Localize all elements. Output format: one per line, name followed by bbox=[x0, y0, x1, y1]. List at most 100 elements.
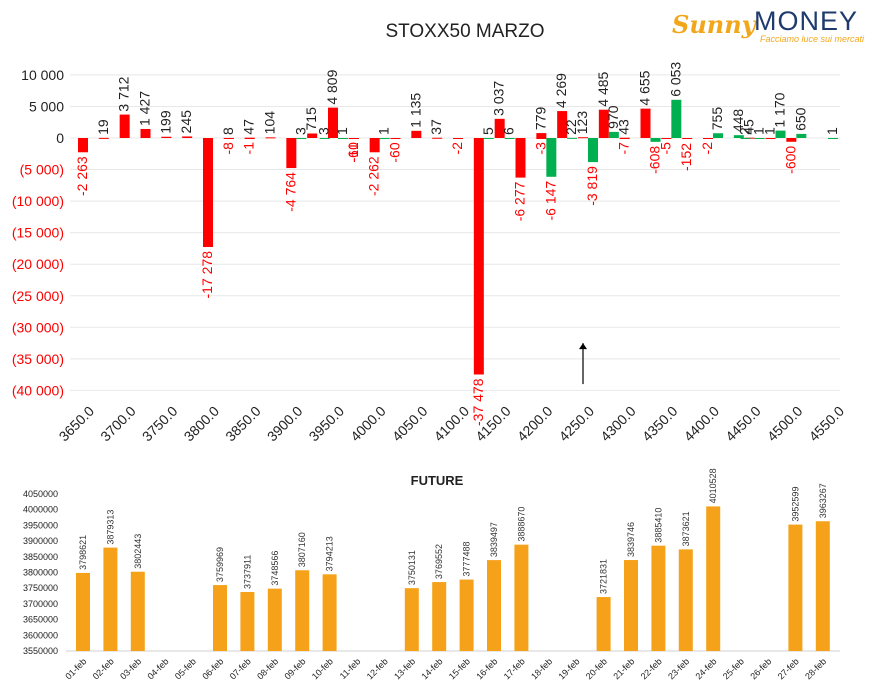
data-label: 4 809 bbox=[324, 69, 340, 104]
future-bar bbox=[103, 547, 118, 651]
bar bbox=[296, 137, 307, 139]
x-tick-label: 02-feb bbox=[91, 656, 116, 681]
bar bbox=[119, 114, 130, 138]
bar bbox=[796, 133, 807, 138]
x-tick-label: 18-feb bbox=[529, 656, 554, 681]
bar bbox=[713, 133, 723, 138]
x-tick-label: 13-feb bbox=[392, 656, 417, 681]
data-label: 6 bbox=[501, 127, 517, 135]
future-bar bbox=[459, 579, 474, 651]
data-label: 4 655 bbox=[637, 70, 653, 105]
bars bbox=[78, 99, 838, 375]
y-tick-label: 3950000 bbox=[23, 520, 58, 530]
x-tick-label: 4450.0 bbox=[722, 403, 764, 445]
data-label: 5 bbox=[480, 127, 496, 135]
data-label: 1 bbox=[376, 127, 392, 135]
data-label: 4 269 bbox=[553, 73, 569, 108]
bar bbox=[650, 138, 661, 142]
y-tick-label: 3550000 bbox=[23, 646, 58, 656]
value-label: 3750131 bbox=[407, 550, 417, 585]
x-tick-label: 4350.0 bbox=[639, 403, 681, 445]
value-label: 3879313 bbox=[105, 510, 115, 545]
bar bbox=[411, 130, 422, 138]
future-bar bbox=[432, 582, 447, 651]
bar bbox=[515, 138, 526, 178]
future-bar bbox=[651, 545, 666, 651]
data-label: -10 bbox=[345, 142, 361, 162]
bar bbox=[567, 137, 578, 139]
bar bbox=[328, 107, 338, 138]
data-label: 1 bbox=[334, 127, 350, 135]
bar bbox=[578, 137, 588, 139]
future-chart: FUTURE 3550000 3600000 3650000 3700000 37500… bbox=[23, 468, 840, 681]
y-tick-label: (5 000) bbox=[20, 162, 64, 178]
bar bbox=[661, 138, 672, 139]
x-tick-label: 3750.0 bbox=[139, 403, 181, 445]
data-label: 37 bbox=[428, 119, 444, 135]
future-x-axis-tick-labels: 01-feb 02-feb 03-feb 04-feb 05-feb 06-feb 07-f… bbox=[63, 656, 828, 681]
stoxx50-strike-chart: STOXX50 MARZO 10 000 5 000 0 (5 000) (10 000… bbox=[12, 21, 848, 445]
x-tick-label: 03-feb bbox=[118, 656, 143, 681]
x-tick-label: 24-feb bbox=[693, 656, 718, 681]
bar bbox=[588, 138, 598, 163]
bar bbox=[203, 138, 213, 248]
bar bbox=[483, 137, 494, 139]
value-label: 3798621 bbox=[78, 535, 88, 570]
value-label: 3777488 bbox=[462, 542, 472, 577]
bar bbox=[557, 111, 568, 138]
data-label: 1 170 bbox=[772, 92, 788, 127]
data-label: 245 bbox=[178, 110, 194, 134]
data-label: 19 bbox=[95, 119, 111, 135]
bar bbox=[390, 138, 401, 139]
logo-money-text: MONEY bbox=[754, 6, 859, 36]
bar bbox=[182, 136, 193, 138]
data-label: -60 bbox=[387, 142, 403, 162]
data-label: 970 bbox=[605, 105, 621, 129]
data-label: 3 bbox=[316, 127, 332, 135]
y-tick-label: (35 000) bbox=[12, 351, 64, 367]
x-tick-label: 4000.0 bbox=[347, 403, 389, 445]
future-bar bbox=[267, 588, 282, 651]
x-tick-label: 07-feb bbox=[228, 656, 253, 681]
future-bar bbox=[596, 597, 611, 651]
data-label: -1 bbox=[241, 142, 257, 155]
sunny-money-logo: Sunny MONEY Facciamo luce sui mercati bbox=[668, 4, 868, 48]
x-tick-label: 4100.0 bbox=[431, 403, 473, 445]
future-value-labels: 3798621 3879313 3802443 3759969 3737911 37485… bbox=[78, 468, 828, 594]
y-tick-label: 4000000 bbox=[23, 505, 58, 515]
x-tick-label: 22-feb bbox=[639, 656, 664, 681]
future-bar bbox=[678, 549, 693, 651]
x-tick-label: 4300.0 bbox=[597, 403, 639, 445]
x-tick-label: 3650.0 bbox=[56, 403, 98, 445]
logo-tagline: Facciamo luce sui mercati bbox=[760, 34, 865, 44]
x-tick-label: 3900.0 bbox=[264, 403, 306, 445]
x-tick-label: 21-feb bbox=[611, 656, 636, 681]
x-tick-label: 25-feb bbox=[721, 656, 746, 681]
y-tick-label: (10 000) bbox=[12, 193, 64, 209]
data-label: -4 764 bbox=[282, 172, 298, 212]
x-tick-label: 04-feb bbox=[145, 656, 170, 681]
x-tick-label: 19-feb bbox=[556, 656, 581, 681]
data-label: 755 bbox=[709, 107, 725, 131]
x-tick-label: 23-feb bbox=[666, 656, 691, 681]
data-label: 43 bbox=[616, 119, 632, 135]
future-bar bbox=[487, 560, 501, 651]
value-label: 3885410 bbox=[653, 508, 663, 543]
x-tick-label: 4550.0 bbox=[806, 403, 848, 445]
y-tick-label: 3700000 bbox=[23, 599, 58, 609]
data-label: -17 278 bbox=[199, 251, 215, 299]
data-label: 1 427 bbox=[137, 91, 153, 126]
bar bbox=[671, 99, 682, 138]
data-label: 3 037 bbox=[491, 81, 507, 116]
value-label: 3839746 bbox=[626, 522, 636, 557]
y-tick-label: (20 000) bbox=[12, 256, 64, 272]
bar bbox=[161, 136, 172, 138]
bar bbox=[369, 138, 380, 153]
x-tick-label: 20-feb bbox=[584, 656, 609, 681]
value-label: 3737911 bbox=[242, 555, 252, 589]
x-tick-label: 4250.0 bbox=[556, 403, 598, 445]
data-label: 199 bbox=[157, 110, 173, 134]
bar bbox=[140, 128, 151, 138]
bar bbox=[754, 137, 765, 139]
